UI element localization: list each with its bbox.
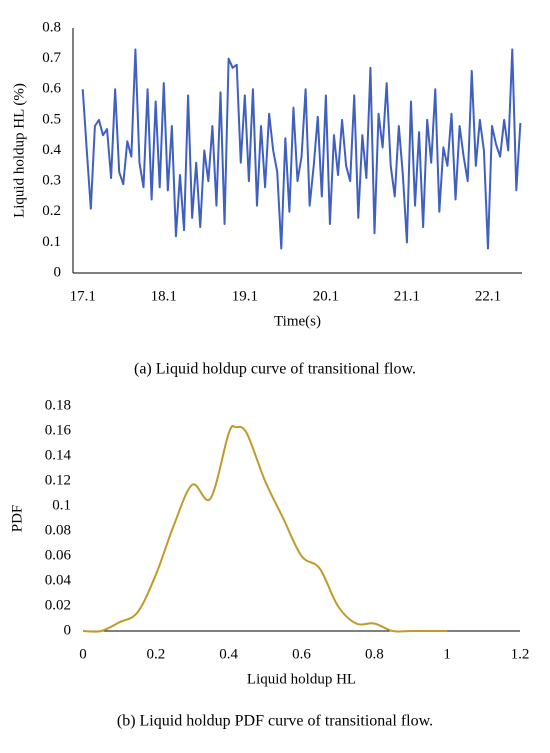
y-tick-label: 0.04: [45, 572, 72, 588]
x-tick-label: 1: [443, 646, 451, 662]
x-tick-label: 17.1: [70, 288, 96, 304]
x-tick-label: 0: [79, 646, 87, 662]
data-line: [81, 48, 522, 250]
y-tick-label: 0.3: [42, 173, 61, 189]
y-tick-label: 0.08: [45, 522, 71, 538]
x-tick-label: 0.8: [365, 646, 384, 662]
caption: (a) Liquid holdup curve of transitional …: [134, 361, 416, 378]
x-tick-label: 1.2: [511, 646, 530, 662]
y-tick-label: 0.7: [42, 50, 61, 66]
y-tick-label: 0: [64, 622, 72, 638]
y-tick-label: 0.18: [45, 397, 71, 413]
y-tick-label: 0.02: [45, 597, 71, 613]
y-axis-label: Liquid holdup HL (%): [11, 83, 27, 218]
y-tick-label: 0.4: [42, 142, 61, 158]
caption: (b) Liquid holdup PDF curve of transitio…: [117, 713, 433, 730]
x-tick-label: 0.6: [292, 646, 311, 662]
y-tick-label: 0.1: [52, 497, 71, 513]
data-line: [82, 424, 448, 633]
y-tick-label: 0.16: [45, 422, 72, 438]
x-tick-label: 21.1: [394, 288, 420, 304]
x-tick-label: 22.1: [475, 288, 501, 304]
x-axis-label: Liquid holdup HL: [247, 671, 356, 687]
y-tick-label: 0.5: [42, 111, 61, 127]
y-tick-label: 0.6: [42, 81, 61, 97]
x-tick-label: 0.2: [146, 646, 165, 662]
y-tick-label: 0.8: [42, 19, 61, 35]
y-tick-label: 0.14: [45, 447, 72, 463]
y-tick-label: 0: [54, 264, 62, 280]
y-tick-label: 0.2: [42, 203, 61, 219]
y-tick-label: 0.06: [45, 547, 72, 563]
x-tick-label: 18.1: [151, 288, 177, 304]
y-axis-label: PDF: [9, 505, 25, 533]
y-tick-label: 0.1: [42, 234, 61, 250]
x-tick-label: 19.1: [232, 288, 258, 304]
x-tick-label: 20.1: [313, 288, 339, 304]
y-tick-label: 0.12: [45, 472, 71, 488]
x-tick-label: 0.4: [219, 646, 238, 662]
x-axis-label: Time(s): [274, 313, 321, 329]
